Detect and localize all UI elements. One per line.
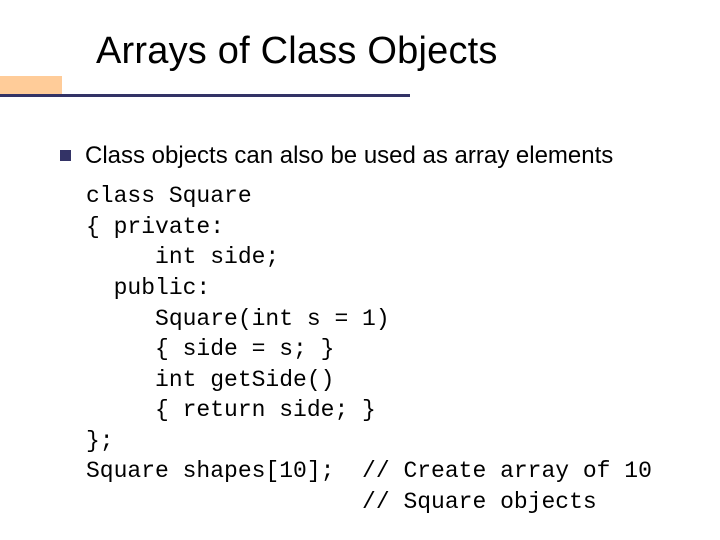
code-block: class Square { private: int side; public… (86, 181, 700, 517)
bullet-item: Class objects can also be used as array … (60, 140, 700, 171)
code-line: }; (86, 428, 114, 454)
accent-bar (0, 76, 62, 96)
title-underline (0, 94, 410, 97)
bullet-square-icon (60, 150, 71, 161)
bullet-text: Class objects can also be used as array … (85, 140, 613, 171)
code-line: Square(int s = 1) (86, 306, 390, 332)
code-line: int side; (86, 244, 279, 270)
code-line: { private: (86, 214, 224, 240)
code-line: class Square (86, 183, 252, 209)
code-line: int getSide() (86, 367, 334, 393)
slide-title: Arrays of Class Objects (96, 30, 498, 73)
code-line: public: (86, 275, 210, 301)
slide-content: Class objects can also be used as array … (60, 140, 700, 518)
code-line: Square shapes[10]; // Create array of 10 (86, 458, 652, 484)
code-line: { return side; } (86, 397, 376, 423)
code-line: { side = s; } (86, 336, 334, 362)
code-line: // Square objects (86, 489, 597, 515)
